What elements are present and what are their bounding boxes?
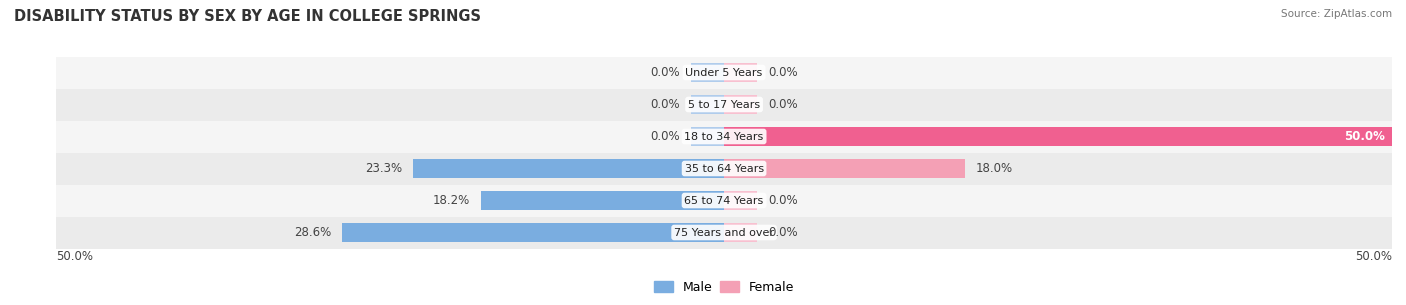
Text: 50.0%: 50.0% [1355, 250, 1392, 264]
Bar [690, 63, 724, 82]
Bar [690, 127, 724, 146]
Bar [724, 191, 758, 210]
Text: 5 to 17 Years: 5 to 17 Years [688, 99, 761, 109]
Text: DISABILITY STATUS BY SEX BY AGE IN COLLEGE SPRINGS: DISABILITY STATUS BY SEX BY AGE IN COLLE… [14, 9, 481, 24]
Bar [724, 159, 965, 178]
Text: 0.0%: 0.0% [651, 130, 681, 143]
Text: 35 to 64 Years: 35 to 64 Years [685, 163, 763, 174]
Text: 0.0%: 0.0% [768, 98, 797, 111]
Text: 65 to 74 Years: 65 to 74 Years [685, 196, 763, 206]
Bar [724, 95, 758, 114]
Text: 75 Years and over: 75 Years and over [673, 228, 775, 238]
Text: Under 5 Years: Under 5 Years [686, 67, 762, 77]
Text: 50.0%: 50.0% [56, 250, 93, 264]
Text: 0.0%: 0.0% [768, 66, 797, 79]
Bar [56, 120, 1392, 152]
Text: 23.3%: 23.3% [366, 162, 402, 175]
Bar [724, 63, 758, 82]
Legend: Male, Female: Male, Female [650, 275, 799, 299]
Bar [690, 95, 724, 114]
Text: 0.0%: 0.0% [651, 66, 681, 79]
Text: Source: ZipAtlas.com: Source: ZipAtlas.com [1281, 9, 1392, 19]
Bar [342, 223, 724, 242]
Text: 18 to 34 Years: 18 to 34 Years [685, 131, 763, 142]
Bar [413, 159, 724, 178]
Bar [724, 223, 758, 242]
Text: 18.0%: 18.0% [976, 162, 1012, 175]
Text: 50.0%: 50.0% [1344, 130, 1385, 143]
Bar [724, 127, 1392, 146]
Bar [56, 56, 1392, 88]
Bar [56, 152, 1392, 185]
Bar [56, 185, 1392, 217]
Bar [56, 217, 1392, 249]
Text: 0.0%: 0.0% [651, 98, 681, 111]
Bar [56, 88, 1392, 120]
Text: 18.2%: 18.2% [433, 194, 470, 207]
Text: 0.0%: 0.0% [768, 226, 797, 239]
Text: 0.0%: 0.0% [768, 194, 797, 207]
Bar [481, 191, 724, 210]
Text: 28.6%: 28.6% [294, 226, 332, 239]
